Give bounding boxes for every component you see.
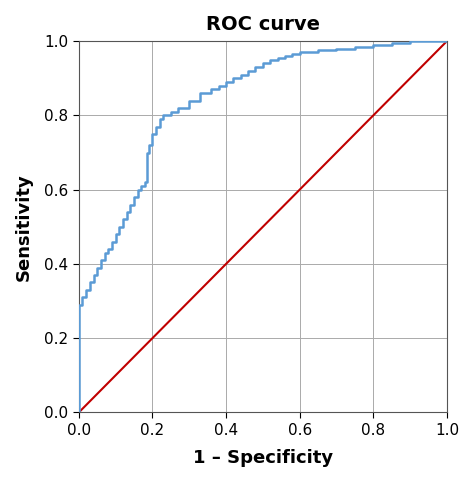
Title: ROC curve: ROC curve [206,15,320,34]
X-axis label: 1 – Specificity: 1 – Specificity [193,449,333,467]
Y-axis label: Sensitivity: Sensitivity [15,173,33,281]
